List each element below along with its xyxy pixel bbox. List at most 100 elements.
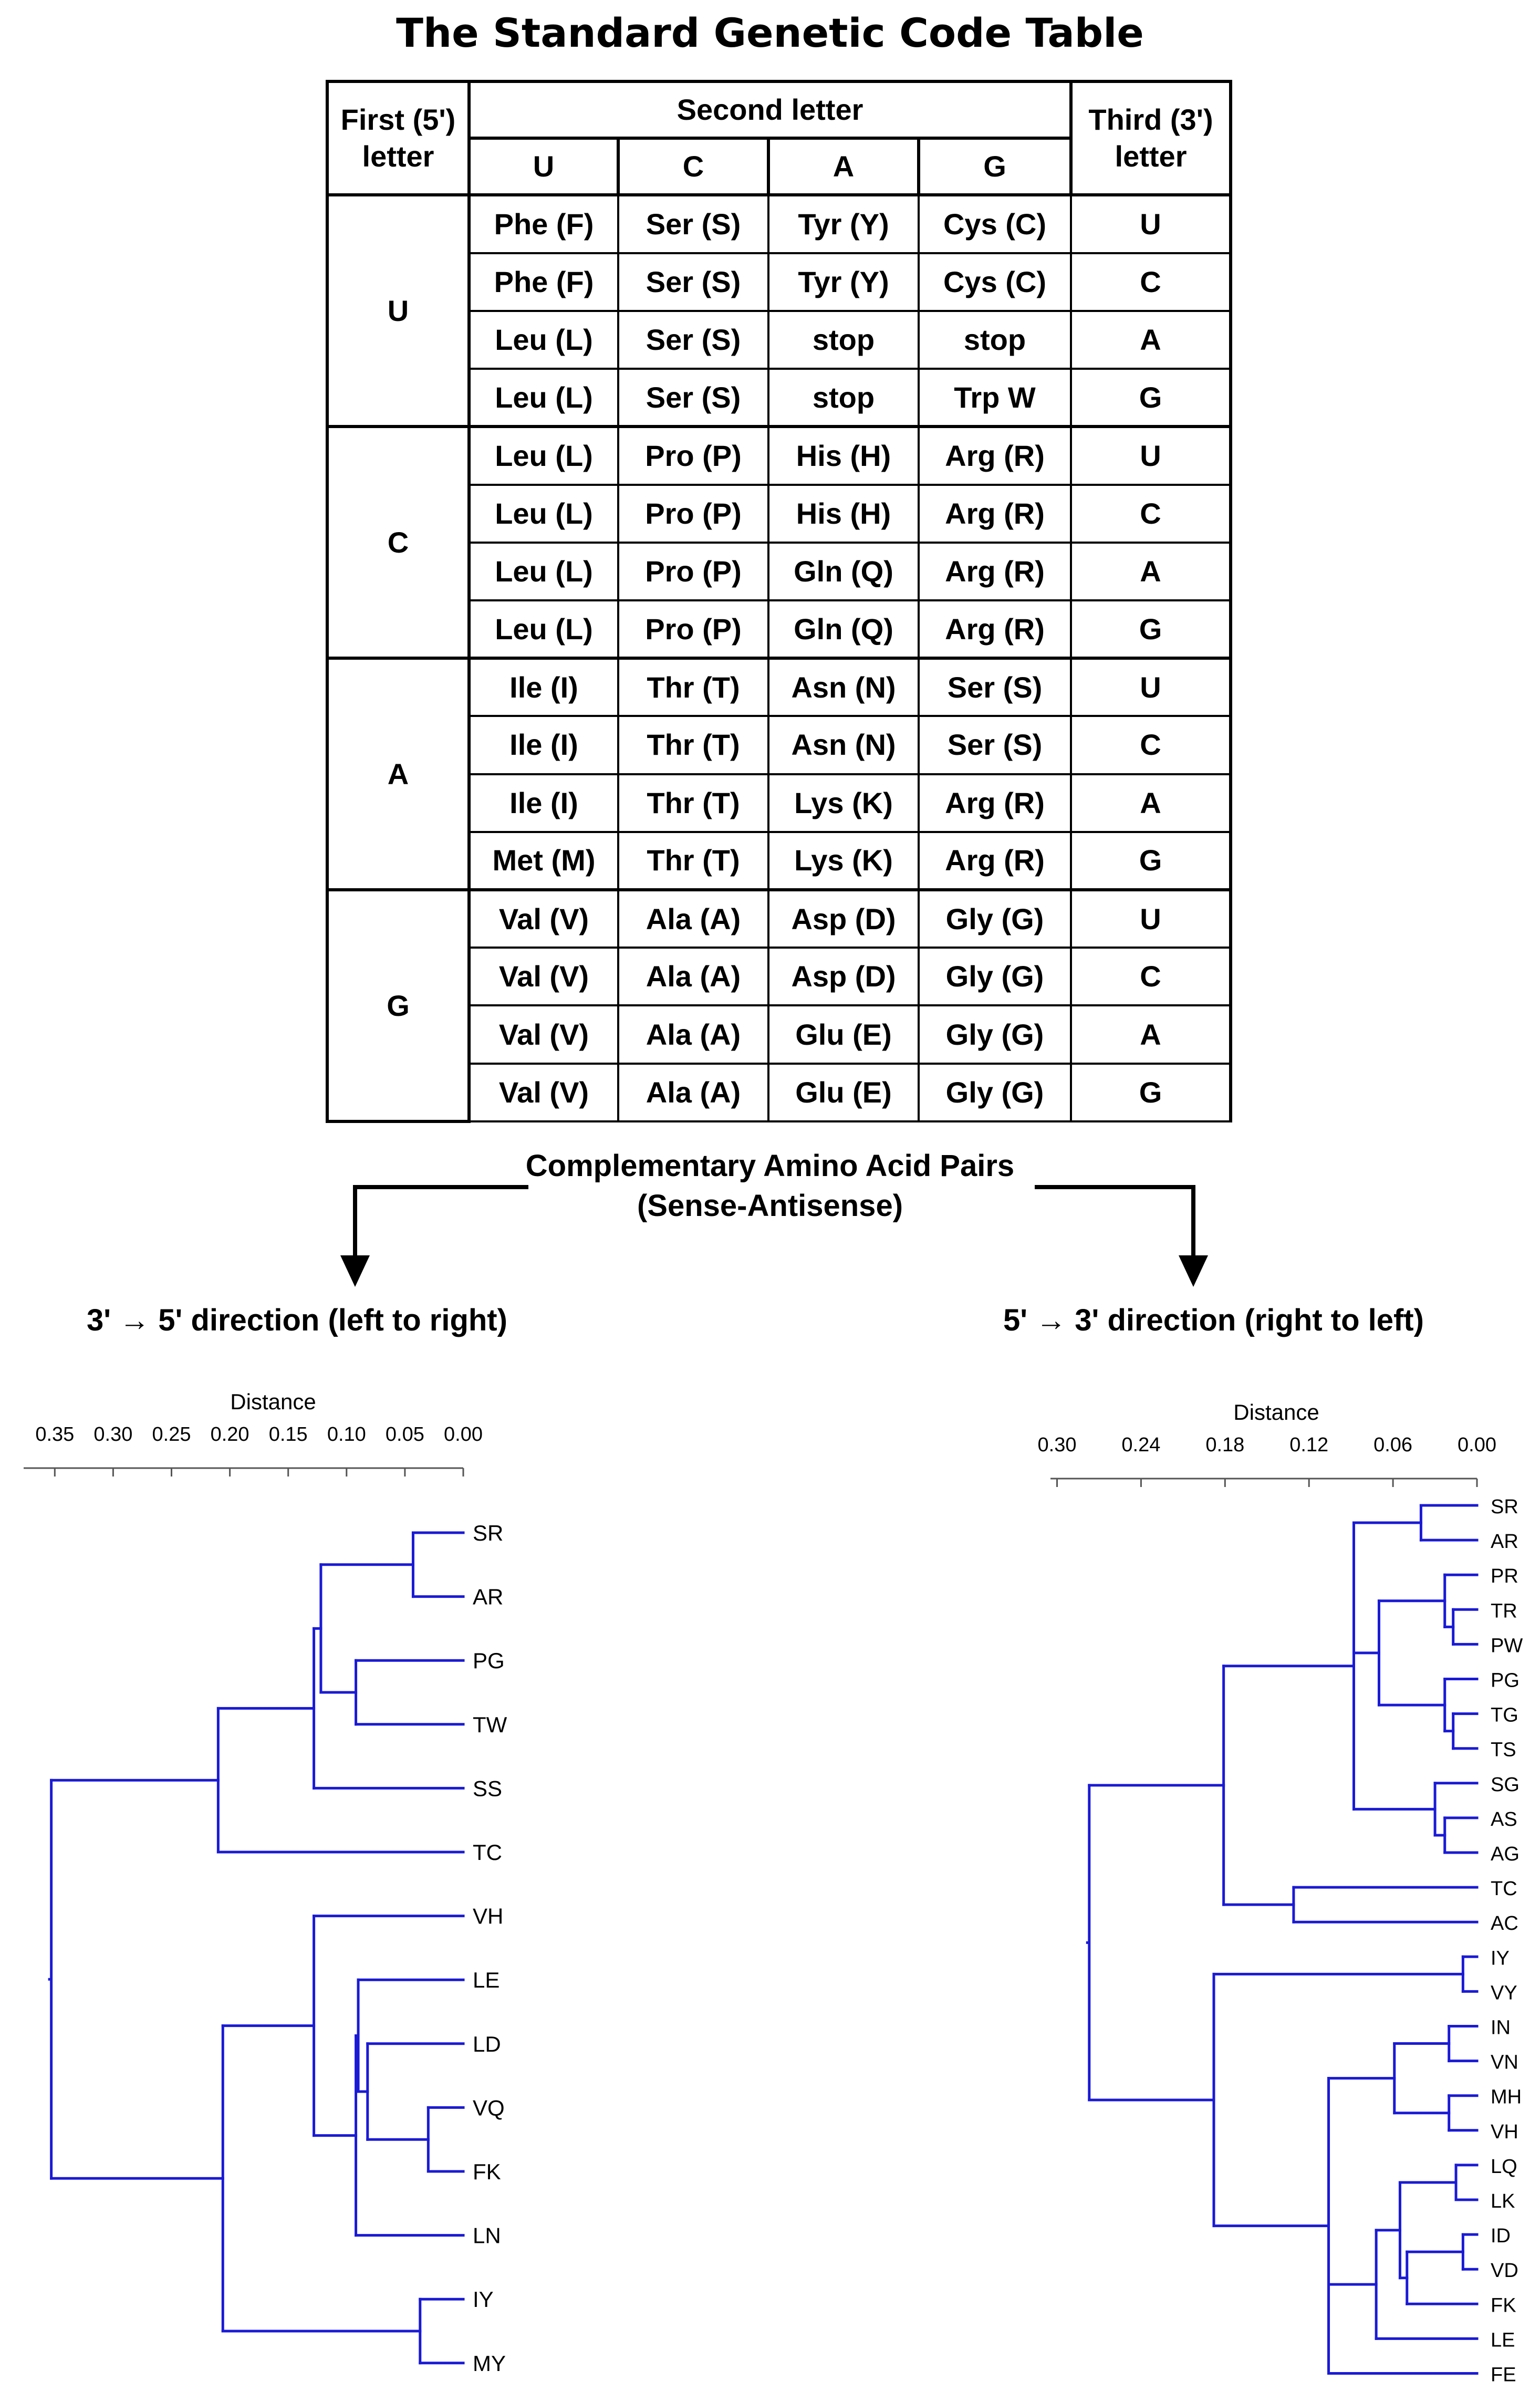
codon-cell: Phe (F) [468, 252, 619, 312]
right-tick-label: 0.12 [1289, 1434, 1328, 1456]
codon-cell: Ser (S) [617, 309, 769, 370]
second-letter-g: G [917, 137, 1073, 197]
right-arrow-line [1035, 1185, 1195, 1255]
third-letter-cell: U [1070, 425, 1233, 486]
codon-cell: Pro (P) [617, 483, 769, 544]
table-row: Val (V) Ala (A) Glu (E) Gly (G) A [327, 1004, 1233, 1065]
codon-cell: Pro (P) [617, 541, 769, 601]
table-row: Leu (L) Pro (P) Gln (Q) Arg (R) G [327, 599, 1233, 660]
codon-cell: Ala (A) [617, 888, 769, 949]
right-leaf-label: TS [1491, 1739, 1516, 1761]
codon-cell: Cys (C) [917, 252, 1073, 312]
codon-cell: Trp W [917, 368, 1073, 428]
third-letter-cell: C [1070, 947, 1233, 1007]
third-letter-cell: A [1070, 773, 1233, 833]
header-row-1: First (5') letter Second letter Third (3') l… [326, 79, 1233, 197]
codon-cell: His (H) [767, 425, 920, 486]
right-leaf-label: PW [1491, 1635, 1523, 1657]
codon-cell: Val (V) [468, 1062, 619, 1123]
codon-cell: Val (V) [468, 947, 619, 1007]
third-letter-cell: U [1070, 657, 1233, 718]
left-direction-label: 3' → 5' direction (left to right) [87, 1303, 507, 1337]
codon-cell: Pro (P) [617, 599, 769, 660]
codon-cell: Leu (L) [468, 483, 619, 544]
left-leaf-label: TW [473, 1712, 507, 1737]
codon-cell: His (H) [767, 483, 920, 544]
codon-cell: stop [767, 309, 920, 370]
codon-cell: Val (V) [468, 1004, 619, 1065]
left-tick-label: 0.20 [211, 1423, 249, 1446]
codon-cell: Asp (D) [767, 947, 920, 1007]
codon-cell: Arg (R) [917, 541, 1073, 601]
codon-cell: Gln (Q) [767, 541, 920, 601]
table-row: G Val (V) Ala (A) Asp (D) Gly (G) U [326, 888, 1233, 1123]
codon-cell: Lys (K) [767, 830, 920, 891]
right-tick-label: 0.30 [1038, 1434, 1077, 1456]
right-leaf-label: AC [1491, 1912, 1518, 1935]
table-row: Leu (L) Pro (P) His (H) Arg (R) C [327, 483, 1233, 544]
header-first-letter: First (5') letter [326, 79, 471, 197]
left-arrow-line [353, 1185, 528, 1255]
codon-cell: Ile (I) [468, 773, 619, 833]
left-tick-label: 0.00 [444, 1423, 483, 1446]
caption-arrows [340, 1185, 1208, 1287]
codon-cell: Ile (I) [468, 657, 619, 718]
right-tick-label: 0.24 [1121, 1434, 1160, 1456]
right-leaf-label: AR [1491, 1531, 1518, 1553]
codon-cell: Thr (T) [617, 773, 769, 833]
third-letter-cell: C [1070, 715, 1233, 775]
codon-cell: Tyr (Y) [767, 193, 920, 254]
left-leaf-label: IY [473, 2287, 494, 2312]
right-leaf-label: VY [1491, 1982, 1517, 2004]
third-letter-cell: A [1070, 541, 1233, 601]
right-leaf-label: VN [1491, 2052, 1518, 2074]
third-letter-cell: U [1070, 193, 1233, 254]
right-tick-label: 0.00 [1458, 1434, 1496, 1456]
codon-cell: Arg (R) [917, 425, 1073, 486]
header-third-letter: Third (3') letter [1069, 79, 1233, 197]
right-leaf-label: SR [1491, 1496, 1518, 1518]
codon-cell: Leu (L) [468, 309, 619, 370]
caption-line2: (Sense-Antisense) [637, 1189, 903, 1223]
left-arrow-head [340, 1255, 370, 1287]
table-row: U Phe (F) Ser (S) Tyr (Y) Cys (C) U [326, 193, 1233, 429]
second-letter-u: U [467, 137, 620, 197]
table-row: Leu (L) Pro (P) Gln (Q) Arg (R) A [327, 541, 1233, 601]
left-tick-label: 0.35 [35, 1423, 74, 1446]
first-letter-cell: C [326, 425, 471, 660]
right-leaf-label: FK [1491, 2294, 1516, 2316]
right-leaf-label: FE [1491, 2364, 1516, 2386]
left-leaf-label: SS [473, 1776, 502, 1801]
left-tick-label: 0.05 [386, 1423, 424, 1446]
codon-cell: Arg (R) [917, 599, 1073, 660]
right-leaf-label: TC [1491, 1878, 1517, 1900]
right-leaf-label: SG [1491, 1774, 1520, 1796]
second-letter-a: A [767, 137, 920, 197]
table-row: Ile (I) Thr (T) Asn (N) Ser (S) C [327, 715, 1233, 775]
codon-cell: Glu (E) [767, 1004, 920, 1065]
right-leaf-label: IY [1491, 1947, 1510, 1969]
left-tick-label: 0.15 [269, 1423, 308, 1446]
right-leaf-label: TG [1491, 1704, 1518, 1727]
left-dendrogram: 0.35 0.30 0.25 0.20 0.15 0.10 0.05 0.00 Distance… [24, 1389, 507, 2376]
codon-cell: Ala (A) [617, 1062, 769, 1123]
right-axis-title: Distance [1233, 1400, 1319, 1424]
left-leaf-label: LE [473, 1968, 500, 1992]
genetic-code-table-body: First (5') letter Second letter Third (3') l… [326, 79, 1233, 1123]
codon-cell: Leu (L) [468, 368, 619, 428]
right-leaf-label: PR [1491, 1565, 1518, 1587]
codon-cell: Arg (R) [917, 483, 1073, 544]
codon-cell: Ala (A) [617, 1004, 769, 1065]
codon-cell: Glu (E) [767, 1062, 920, 1123]
left-leaf-label: VH [473, 1904, 503, 1929]
third-letter-cell: G [1070, 368, 1233, 428]
left-leaf-label: FK [473, 2159, 501, 2184]
first-letter-cell: G [326, 888, 471, 1123]
codon-cell: Val (V) [468, 888, 619, 949]
codon-cell: Met (M) [468, 830, 619, 891]
table-row: Ile (I) Thr (T) Lys (K) Arg (R) A [327, 773, 1233, 833]
right-leaf-label: MH [1491, 2086, 1522, 2108]
